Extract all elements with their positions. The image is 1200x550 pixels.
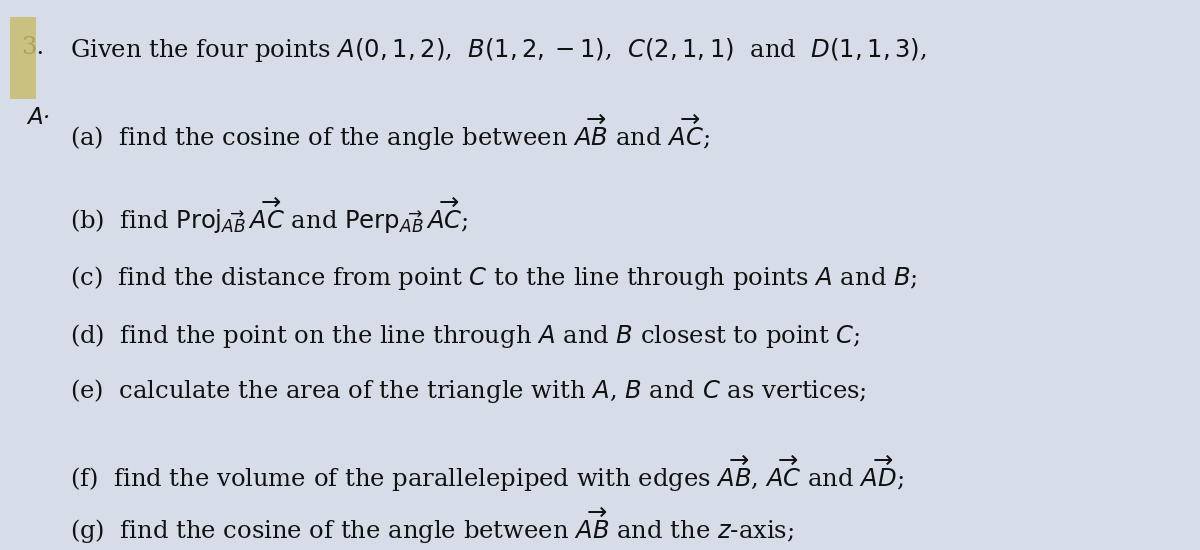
Text: $A$·: $A$· <box>26 107 50 129</box>
Text: (c)  find the distance from point $C$ to the line through points $A$ and $B$;: (c) find the distance from point $C$ to … <box>70 264 917 292</box>
Text: (d)  find the point on the line through $A$ and $B$ closest to point $C$;: (d) find the point on the line through $… <box>70 322 860 350</box>
Text: Given the four points $A(0, 1, 2)$,  $B(1, 2, -1)$,  $C(2, 1, 1)$  and  $D(1, 1,: Given the four points $A(0, 1, 2)$, $B(1… <box>70 36 926 64</box>
Text: (a)  find the cosine of the angle between $\overrightarrow{AB}$ and $\overrighta: (a) find the cosine of the angle between… <box>70 113 709 153</box>
Text: (e)  calculate the area of the triangle with $A$, $B$ and $C$ as vertices;: (e) calculate the area of the triangle w… <box>70 377 866 405</box>
Text: (b)  find $\mathrm{Proj}_{\overrightarrow{AB}}\, \overrightarrow{AC}$ and $\math: (b) find $\mathrm{Proj}_{\overrightarrow… <box>70 195 468 235</box>
Text: (f)  find the volume of the parallelepiped with edges $\overrightarrow{AB}$, $\o: (f) find the volume of the parallelepipe… <box>70 454 904 494</box>
Text: (g)  find the cosine of the angle between $\overrightarrow{AB}$ and the $z$-axis: (g) find the cosine of the angle between… <box>70 506 793 546</box>
Text: 3.: 3. <box>22 36 44 59</box>
